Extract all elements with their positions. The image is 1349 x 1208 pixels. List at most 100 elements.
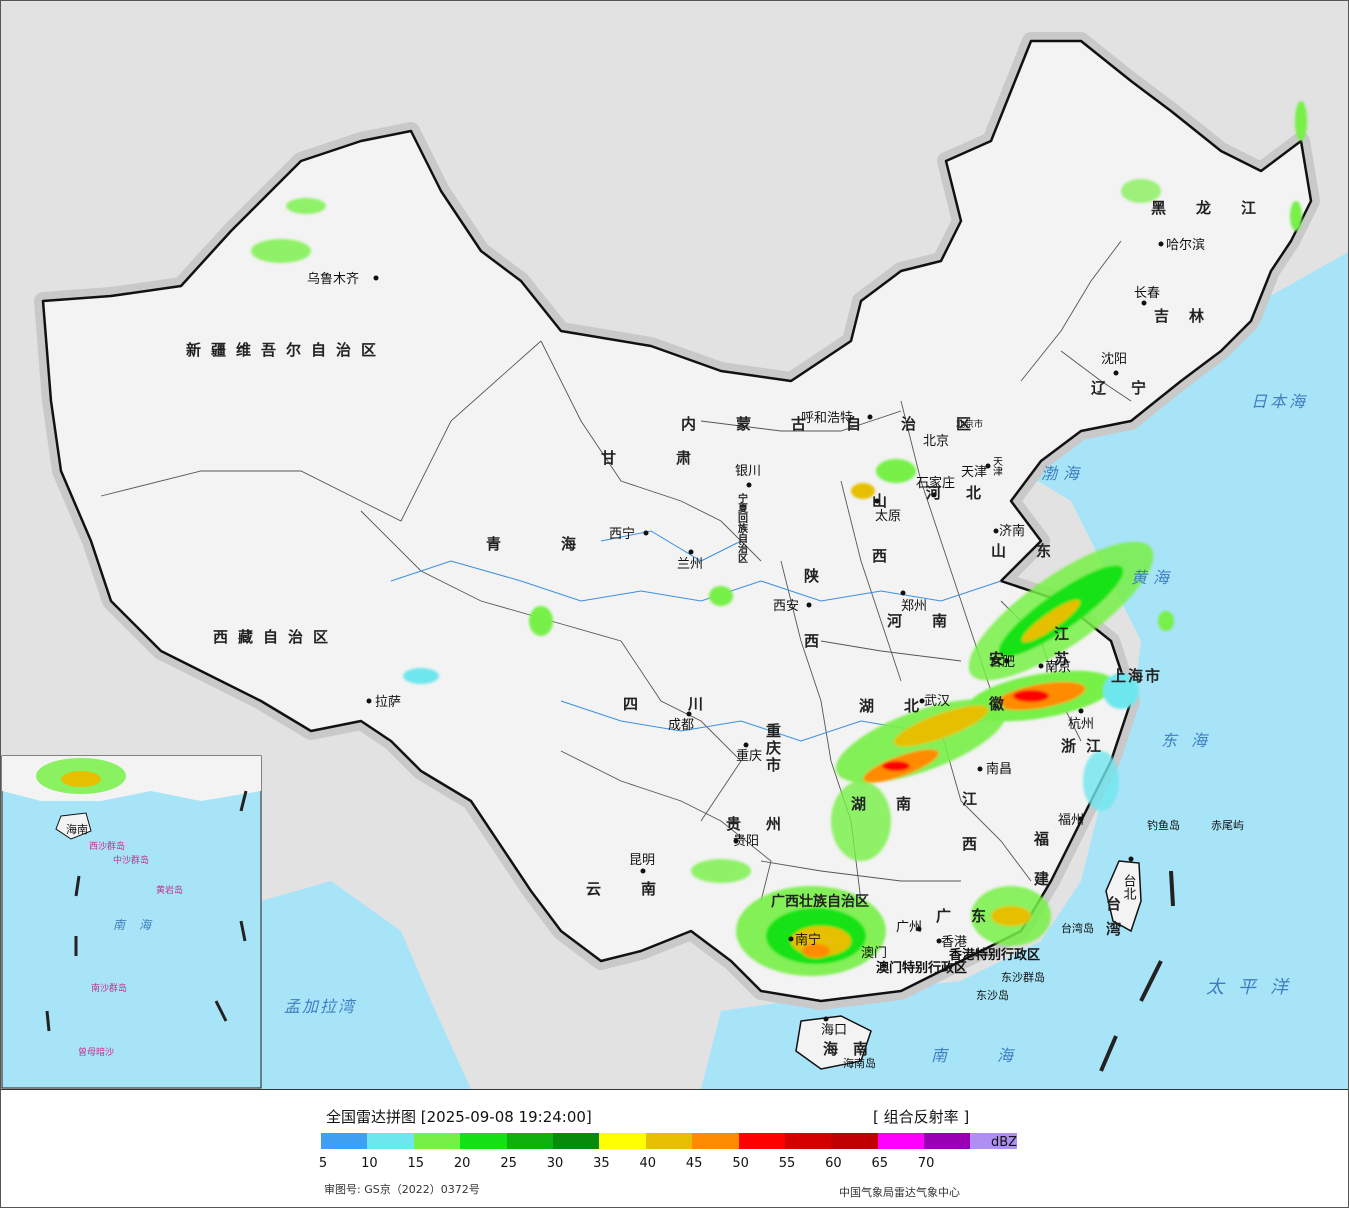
sea-bay-bengal	[261, 881, 471, 1089]
label-macau-sar: 澳门特别行政区	[876, 960, 967, 976]
label-taiwan: 台湾	[1104, 895, 1122, 946]
legend-tick: 25	[500, 1156, 517, 1171]
legend-tick: 45	[685, 1156, 703, 1171]
legend-swatch	[321, 1133, 368, 1149]
legend-tick: 70	[917, 1156, 935, 1171]
label-zhejiang: 浙江	[1061, 737, 1111, 755]
china-land	[41, 39, 1313, 1003]
legend-panel: 全国雷达拼图 [2025-09-08 19:24:00] [ 组合反射率 ] d…	[1, 1089, 1348, 1207]
island-chiwei: 赤尾屿	[1211, 819, 1244, 832]
city-chengdu: 成都	[668, 718, 694, 733]
label-hubei: 湖北	[859, 697, 949, 715]
city-urumqi: 乌鲁木齐	[307, 271, 359, 287]
city-shenyang: 沈阳	[1101, 352, 1127, 367]
city-lhasa: 拉萨	[375, 695, 401, 710]
label-guangxi: 广西壮族自治区	[771, 893, 869, 910]
color-scale	[321, 1133, 1017, 1149]
hainan-island-shape	[795, 1015, 872, 1070]
legend-swatch	[645, 1133, 693, 1149]
city-taiyuan: 太原	[875, 509, 901, 524]
legend-tick: 50	[732, 1156, 749, 1171]
source-credit: 中国气象局雷达气象中心	[839, 1186, 960, 1199]
sea-taipingyang: 太平洋	[1206, 977, 1302, 998]
city-shijiazhuang: 石家庄	[916, 475, 955, 491]
city-fuzhou: 福州	[1058, 813, 1084, 828]
city-changchun: 长春	[1134, 286, 1160, 301]
label-gansu: 甘肃	[601, 449, 751, 467]
label-ningxia: 宁夏回族自治区	[736, 492, 749, 563]
label-shaanxi: 陕西	[802, 567, 820, 698]
city-beijing: 北京	[923, 434, 949, 449]
label-sichuan: 四川	[623, 695, 753, 713]
china-map: 新疆维吾尔自治区 西藏自治区 青海 甘肃 内蒙古自治区 黑龙江 吉林 辽宁 河北…	[1, 1, 1348, 1089]
label-heilongjiang: 黑龙江	[1151, 199, 1286, 217]
legend-tick: 20	[453, 1156, 471, 1171]
inset-huangyan: 黄岩岛	[156, 884, 183, 896]
label-hongkong-sar: 香港特别行政区	[948, 947, 1040, 963]
island-diaoyu: 钓鱼岛	[1147, 818, 1180, 832]
inset-zhongsha: 中沙群岛	[113, 854, 149, 866]
inset-nanhai: 南海	[113, 918, 165, 932]
label-beijing-city: 北京市	[956, 418, 983, 430]
legend-tick: 30	[546, 1156, 564, 1171]
legend-swatch	[831, 1133, 878, 1149]
legend-swatch	[784, 1133, 832, 1149]
unit-label: dBZ	[991, 1135, 1018, 1150]
legend-tick: 65	[871, 1156, 889, 1171]
city-hohhot: 呼和浩特	[801, 411, 853, 426]
legend-tick: 15	[407, 1156, 425, 1171]
city-guiyang: 贵阳	[733, 834, 759, 849]
label-yunnan: 云南	[586, 880, 696, 898]
legend-tick: 35	[593, 1156, 610, 1171]
south-china-sea-inset	[1, 755, 262, 1089]
legend-swatch	[506, 1133, 553, 1149]
legend-tick: 5	[318, 1156, 328, 1171]
city-guangzhou: 广州	[896, 920, 922, 935]
legend-swatch	[692, 1133, 739, 1149]
legend-swatch	[877, 1133, 925, 1149]
legend-swatch	[367, 1133, 414, 1149]
label-qinghai: 青海	[486, 535, 636, 553]
city-hangzhou: 杭州	[1068, 717, 1094, 732]
sea-donghai: 东海	[1161, 731, 1221, 750]
legend-swatch	[924, 1133, 971, 1149]
city-yinchuan: 银川	[735, 464, 761, 479]
city-jinan: 济南	[999, 523, 1025, 539]
sea-ribenhai: 日本海	[1251, 392, 1308, 411]
city-lanzhou: 兰州	[677, 557, 703, 572]
city-hongkong: 香港	[941, 935, 967, 950]
city-tianjin: 天津	[961, 465, 987, 480]
inset-nansha: 南沙群岛	[91, 982, 127, 994]
city-nanjing: 南京	[1045, 659, 1071, 675]
label-tianjin-prov: 天津	[991, 456, 1003, 477]
sea-mengjiala: 孟加拉湾	[284, 997, 357, 1016]
label-shanxi: 山西	[870, 493, 888, 603]
city-nanchang: 南昌	[986, 761, 1012, 777]
legend-swatch	[552, 1133, 600, 1149]
city-hefei: 合肥	[989, 655, 1015, 670]
label-xinjiang: 新疆维吾尔自治区	[186, 341, 386, 359]
island-dongsha-qundao: 东沙群岛	[1001, 970, 1045, 984]
label-hainan: 海南	[823, 1040, 883, 1058]
city-chongqing: 重庆	[736, 748, 762, 764]
radar-echoes	[251, 101, 1307, 976]
city-taibei: 台北	[1121, 874, 1137, 901]
legend-swatch	[460, 1133, 507, 1149]
island-taiwan: 台湾岛	[1061, 921, 1094, 935]
product-type: [ 组合反射率 ]	[873, 1108, 970, 1126]
legend-swatch	[599, 1133, 646, 1149]
sea-japan	[1241, 252, 1348, 481]
label-shandong: 山东	[991, 542, 1081, 560]
island-dongsha-dao: 东沙岛	[976, 988, 1009, 1002]
legend-tick: 55	[778, 1156, 796, 1171]
label-jiangxi: 江西	[960, 790, 978, 881]
legend-swatch	[970, 1133, 1017, 1149]
island-hainan: 海南岛	[843, 1056, 876, 1070]
sea-nanhai: 南海	[931, 1046, 1063, 1065]
label-xizang: 西藏自治区	[213, 628, 338, 646]
map-title: 全国雷达拼图 [2025-09-08 19:24:00]	[326, 1108, 592, 1126]
label-neimenggu: 内蒙古自治区	[681, 415, 1011, 433]
inset-hainan: 海南	[66, 822, 88, 836]
label-jilin: 吉林	[1154, 307, 1224, 325]
